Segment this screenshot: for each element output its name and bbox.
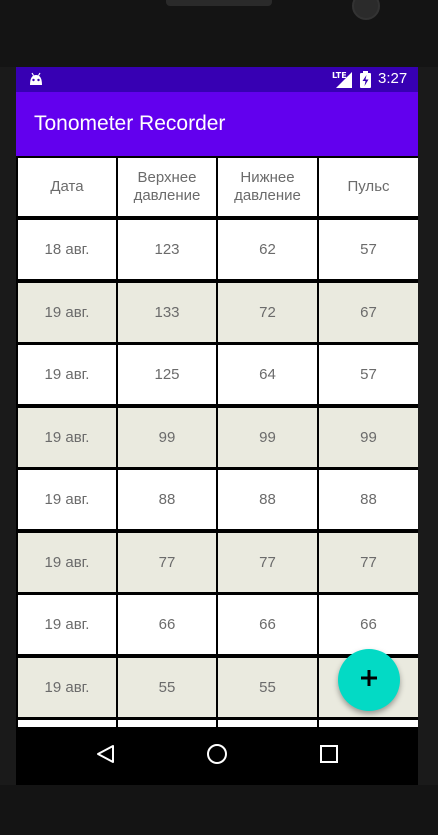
table-cell[interactable]: 99 [218,408,317,467]
table-cell-value: 66 [360,615,377,633]
table-cell-value: 133 [154,303,180,321]
app-bar: Tonometer Recorder [16,92,418,156]
table-cell[interactable]: 62 [218,220,317,279]
android-debug-icon [28,71,44,91]
recents-square-icon[interactable] [318,743,340,769]
table-cell-value: 62 [259,240,276,258]
device-screen: LTE 3:27 Tonometer Recorder Дата Верхнее … [16,67,418,785]
table-cell-value: 72 [259,303,276,321]
table-cell-value: 18 авг. [44,240,90,258]
table-cell[interactable]: 77 [118,533,216,592]
column-header-label: Дата [50,178,84,195]
table-cell[interactable]: 123 [118,220,216,279]
lte-signal-icon [336,72,352,92]
table-cell[interactable]: 19 авг. [18,595,116,654]
back-triangle-icon[interactable] [95,743,117,769]
table-cell-value: 57 [360,365,377,383]
table-cell[interactable]: 66 [118,595,216,654]
table-cell[interactable]: 66 [218,595,317,654]
table-cell-value: 88 [158,490,176,508]
table-cell-value: 19 авг. [44,428,90,446]
navigation-bar [16,727,418,785]
table-cell[interactable]: 19 авг. [18,345,116,404]
table-cell[interactable]: 55 [118,658,216,717]
table-cell[interactable]: 99 [118,408,216,467]
column-header: Верхнее давление [118,158,216,216]
table-cell[interactable]: 64 [218,345,317,404]
table-cell[interactable]: 99 [319,408,418,467]
table-cell[interactable]: 57 [319,220,418,279]
lte-label: LTE [332,71,347,80]
table-cell[interactable]: 18 авг. [18,220,116,279]
table-cell-value: 67 [360,303,377,321]
table-cell[interactable]: 19 авг. [18,283,116,342]
table-cell[interactable]: 19 авг. [18,408,116,467]
table-cell-value: 19 авг. [44,303,90,321]
table-cell-value: 64 [259,365,276,383]
front-camera [352,0,380,20]
table-cell-value: 19 авг. [44,553,90,571]
device-bezel-top [0,0,438,67]
table-cell-value: 99 [158,428,176,446]
table-cell-value: 77 [360,553,377,571]
table-cell-value: 125 [154,365,180,383]
table-cell[interactable]: 88 [118,470,216,529]
column-header: Пульс [319,158,418,216]
table-cell-value: 123 [154,240,180,258]
table-cell-value: 19 авг. [44,365,90,383]
table-cell[interactable]: 88 [319,470,418,529]
table-cell[interactable]: 19 авг. [18,470,116,529]
table-cell-value: 99 [259,428,276,446]
table-cell[interactable]: 19 авг. [18,658,116,717]
table-cell-value: 88 [360,490,377,508]
table-cell-value: 77 [259,553,276,571]
table-cell[interactable]: 66 [319,595,418,654]
column-header-label: Нижнее давление [234,169,301,204]
table-cell[interactable]: 72 [218,283,317,342]
table-cell-value: 99 [360,428,377,446]
battery-charging-icon [360,71,371,92]
table-cell[interactable]: 67 [319,283,418,342]
column-header: Нижнее давление [218,158,317,216]
column-header: Дата [18,158,116,216]
table-cell-value: 57 [360,240,377,258]
plus-icon [360,669,378,691]
speaker-slot [166,0,272,6]
table-cell[interactable]: 77 [218,533,317,592]
column-header-label: Пульс [347,178,390,195]
table-cell[interactable]: 55 [218,658,317,717]
table-cell-value: 19 авг. [44,678,90,696]
table-cell[interactable]: 77 [319,533,418,592]
table-cell-value: 19 авг. [44,490,90,508]
status-clock: 3:27 [378,70,408,87]
add-record-button[interactable] [338,649,400,711]
table-cell[interactable]: 19 авг. [18,533,116,592]
app-title: Tonometer Recorder [34,112,226,135]
device-bezel-bottom [0,785,438,835]
table-cell-value: 66 [158,615,176,633]
table-cell-value: 19 авг. [44,615,90,633]
status-bar: LTE 3:27 [16,67,418,92]
table-cell-value: 77 [158,553,176,571]
home-circle-icon[interactable] [206,743,228,769]
table-cell-value: 55 [259,678,276,696]
table-cell[interactable]: 57 [319,345,418,404]
table-cell[interactable]: 133 [118,283,216,342]
table-cell[interactable]: 125 [118,345,216,404]
table-cell-value: 55 [158,678,176,696]
table-cell[interactable]: 88 [218,470,317,529]
column-header-label: Верхнее давление [133,169,201,204]
table-cell-value: 88 [259,490,276,508]
table-cell-value: 66 [259,615,276,633]
